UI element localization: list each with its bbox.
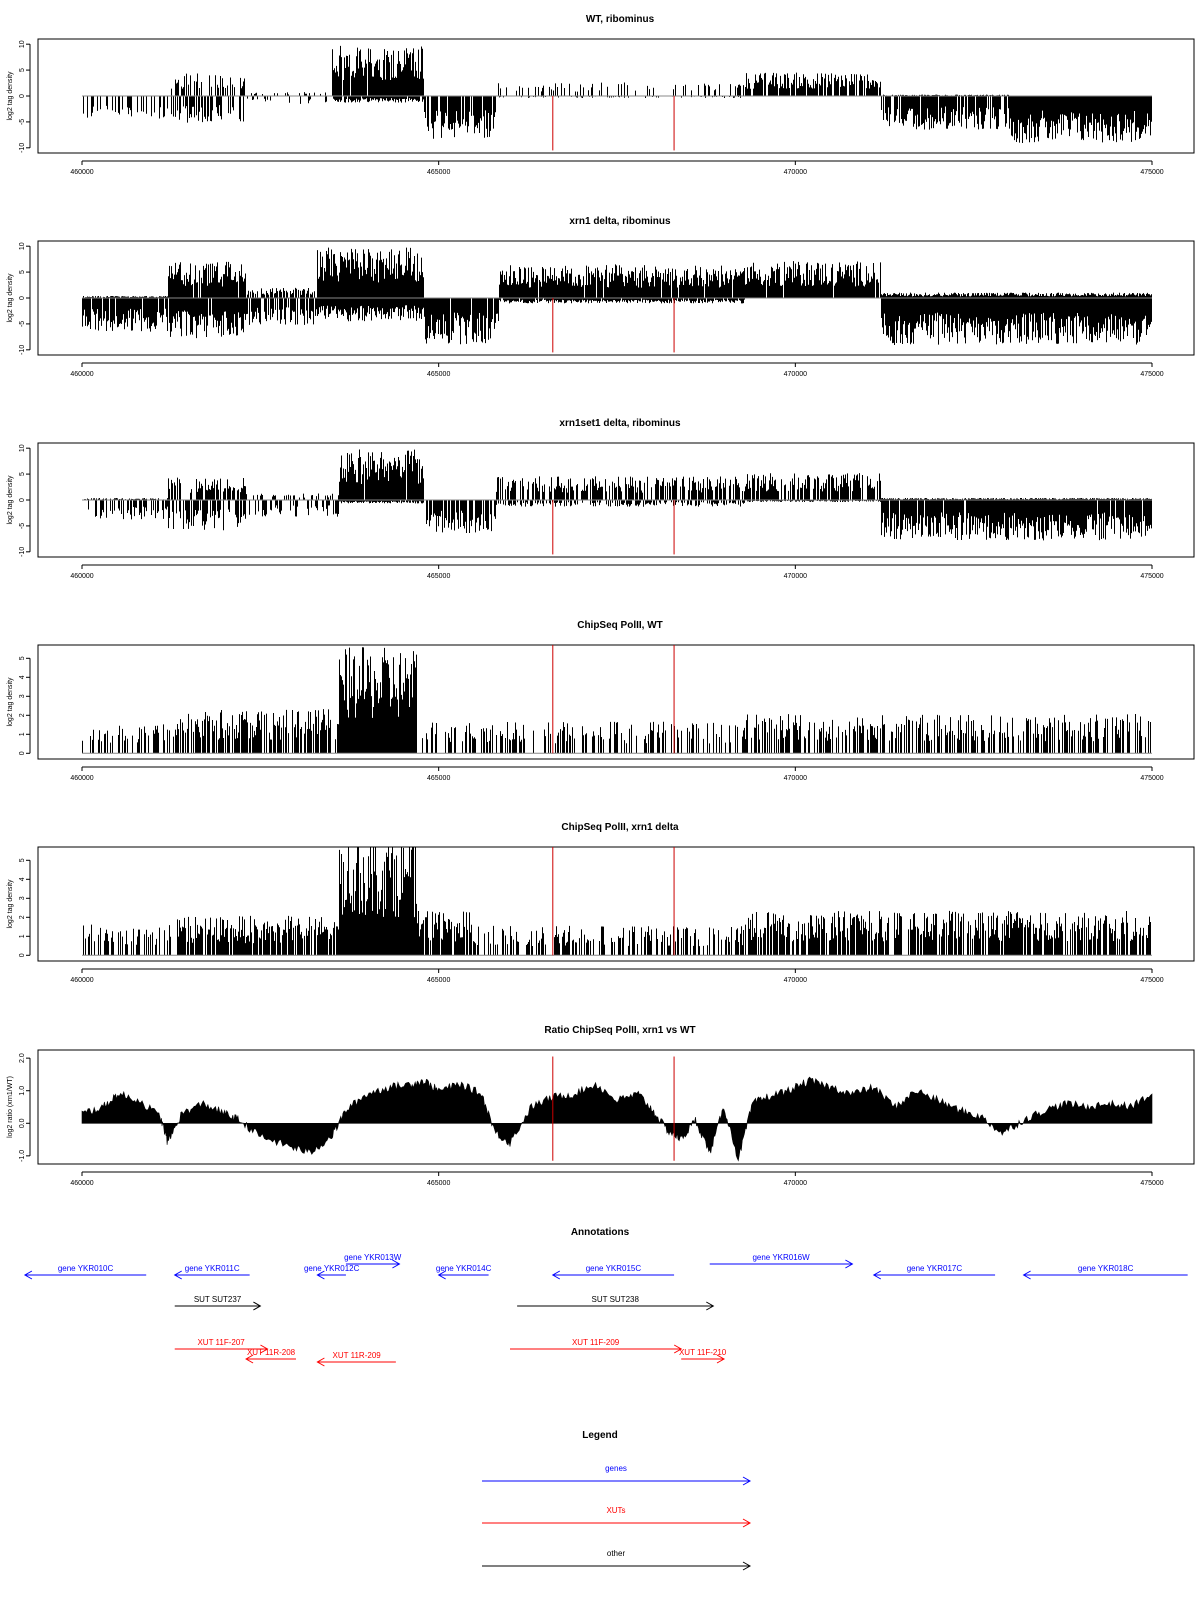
chart-title: xrn1 delta, ribominus: [569, 216, 671, 227]
y-tick-label: 4: [19, 675, 26, 679]
y-tick-label: 10: [19, 40, 26, 48]
y-axis-label: log2 tag density: [7, 273, 14, 323]
y-tick-label: 1: [19, 732, 26, 736]
y-tick-label: -5: [19, 119, 26, 125]
chart-title: WT, ribominus: [586, 14, 655, 25]
x-tick-label: 460000: [70, 573, 93, 580]
y-tick-label: -10: [19, 547, 26, 557]
y-tick-label: 5: [19, 472, 26, 476]
x-tick-label: 470000: [784, 775, 807, 782]
chart-title: ChipSeq PolII, xrn1 delta: [561, 822, 679, 833]
x-tick-label: 475000: [1140, 371, 1163, 378]
x-tick-label: 470000: [784, 573, 807, 580]
x-tick-label: 465000: [427, 371, 450, 378]
y-tick-label: -5: [19, 523, 26, 529]
chart-panel: ChipSeq PolII, WT 0 1 2 3 4 5 log2 tag density 4…: [7, 620, 1195, 782]
data-series: [82, 247, 1152, 346]
plot-frame: [37, 38, 1195, 154]
x-tick-label: 475000: [1140, 573, 1163, 580]
plot-frame: [37, 846, 1195, 962]
y-tick-label: 5: [19, 656, 26, 660]
y-tick-label: 0: [19, 498, 26, 502]
x-tick-label: 470000: [784, 371, 807, 378]
chart-title: ChipSeq PolII, WT: [577, 620, 663, 631]
plot-frame: [37, 644, 1195, 760]
x-tick-label: 460000: [70, 371, 93, 378]
y-tick-label: 0: [19, 296, 26, 300]
y-tick-label: 10: [19, 444, 26, 452]
data-series: [82, 449, 1152, 541]
data-series: [82, 45, 1152, 144]
x-tick-label: 470000: [784, 169, 807, 176]
data-series: [82, 847, 1152, 956]
plot-frame: [37, 240, 1195, 356]
y-tick-label: 10: [19, 242, 26, 250]
y-axis-label: log2 tag density: [7, 677, 14, 727]
x-tick-label: 465000: [427, 169, 450, 176]
x-tick-label: 475000: [1140, 775, 1163, 782]
y-tick-label: -10: [19, 345, 26, 355]
y-axis-label: log2 tag density: [7, 71, 14, 121]
x-tick-label: 460000: [70, 169, 93, 176]
x-tick-label: 465000: [427, 775, 450, 782]
y-tick-label: 2: [19, 713, 26, 717]
y-tick-label: 5: [19, 68, 26, 72]
chart-panel: WT, ribominus 10 5 0 -5 -10 log2 tag density 46…: [7, 14, 1195, 176]
y-tick-label: 3: [19, 694, 26, 698]
y-axis-label: log2 tag density: [7, 475, 14, 525]
plot-frame: [37, 442, 1195, 558]
chart-panel: xrn1 delta, ribominus 10 5 0 -5 -10 log2 tag d…: [7, 216, 1195, 378]
y-tick-label: -5: [19, 321, 26, 327]
y-tick-label: 5: [19, 270, 26, 274]
x-tick-label: 460000: [70, 775, 93, 782]
data-series: [82, 647, 1152, 754]
y-tick-label: -10: [19, 143, 26, 153]
y-tick-label: 0: [19, 94, 26, 98]
y-tick-label: 0: [19, 751, 26, 755]
x-tick-label: 475000: [1140, 169, 1163, 176]
x-tick-label: 465000: [427, 573, 450, 580]
chart-panel: xrn1set1 delta, ribominus 10 5 0 -5 -10 log2 t…: [7, 418, 1195, 580]
chart-title: xrn1set1 delta, ribominus: [559, 418, 681, 429]
